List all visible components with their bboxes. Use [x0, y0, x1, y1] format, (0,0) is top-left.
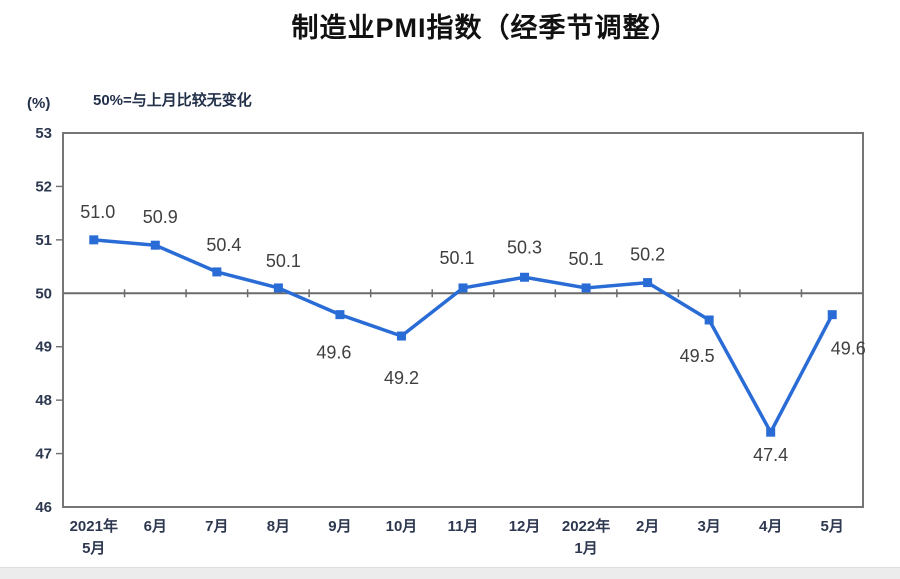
data-point-marker — [643, 278, 653, 288]
x-axis-tick-label: 11月 — [448, 518, 479, 535]
reference-note: 50%=与上月比较无变化 — [93, 92, 252, 109]
data-point-label: 50.2 — [630, 245, 665, 265]
y-axis-tick-label: 53 — [35, 125, 52, 142]
data-point-marker — [89, 235, 99, 245]
x-axis-tick-label: 1月 — [574, 540, 597, 557]
x-axis-tick-label: 2022年 — [562, 517, 610, 535]
data-point-label: 51.0 — [80, 202, 115, 222]
x-axis-tick-label: 8月 — [267, 518, 290, 535]
y-axis-tick-label: 51 — [35, 232, 52, 249]
data-point-label: 49.2 — [384, 368, 419, 388]
x-axis-tick-label: 9月 — [328, 518, 351, 535]
data-point-label: 47.4 — [753, 445, 788, 465]
data-point-label: 50.9 — [143, 207, 178, 227]
data-point-label: 50.4 — [206, 235, 241, 255]
data-point-marker — [335, 310, 345, 320]
data-point-label: 50.3 — [507, 237, 542, 257]
data-point-marker — [150, 240, 160, 250]
plot-frame — [62, 132, 864, 508]
x-axis-tick-label: 3月 — [697, 518, 720, 535]
data-point-marker — [766, 427, 776, 437]
x-axis-tick-label: 5月 — [82, 540, 105, 557]
x-axis-tick-label: 5月 — [821, 518, 844, 535]
chart-title: 制造业PMI指数（经季节调整） — [291, 13, 679, 43]
data-point-marker — [704, 315, 714, 325]
x-axis-tick-label: 10月 — [386, 518, 418, 535]
y-axis-tick-label: 52 — [35, 178, 52, 195]
y-axis-tick-label: 46 — [35, 499, 52, 516]
x-axis-tick-label: 4月 — [759, 518, 782, 535]
y-axis-tick-label: 50 — [35, 285, 52, 302]
data-point-marker — [827, 310, 837, 320]
pmi-line-chart: 46 47 48 49 50 51 52 53 2021年 5月 6月 7月 8月 9月 10月 11月 12月… — [35, 125, 866, 557]
x-axis-tick-label: 6月 — [144, 518, 167, 535]
y-axis-tick-label: 47 — [35, 446, 52, 463]
data-point-label: 50.1 — [439, 248, 474, 268]
x-axis-tick-label: 2月 — [636, 518, 659, 535]
data-point-label: 49.6 — [316, 343, 351, 363]
page-bottom-strip — [0, 567, 900, 579]
pmi-series-line — [92, 238, 834, 434]
y-axis-tick-label: 49 — [35, 339, 52, 356]
y-axis-tick-label: 48 — [35, 392, 52, 409]
data-point-marker — [581, 283, 591, 293]
data-point-marker — [273, 283, 283, 293]
data-point-label: 49.5 — [680, 346, 715, 366]
x-axis-tick-label: 7月 — [205, 518, 228, 535]
data-point-label: 49.6 — [831, 339, 866, 359]
data-point-label: 50.1 — [569, 249, 604, 269]
data-point-marker — [520, 272, 530, 282]
y-axis-unit-label: (%) — [27, 95, 51, 112]
x-axis-tick-label: 12月 — [509, 518, 541, 535]
x-axis-tick-label: 2021年 — [70, 517, 118, 535]
data-point-label: 50.1 — [266, 251, 301, 271]
data-point-marker — [396, 331, 406, 341]
data-point-marker — [212, 267, 222, 277]
data-point-marker — [458, 283, 468, 293]
